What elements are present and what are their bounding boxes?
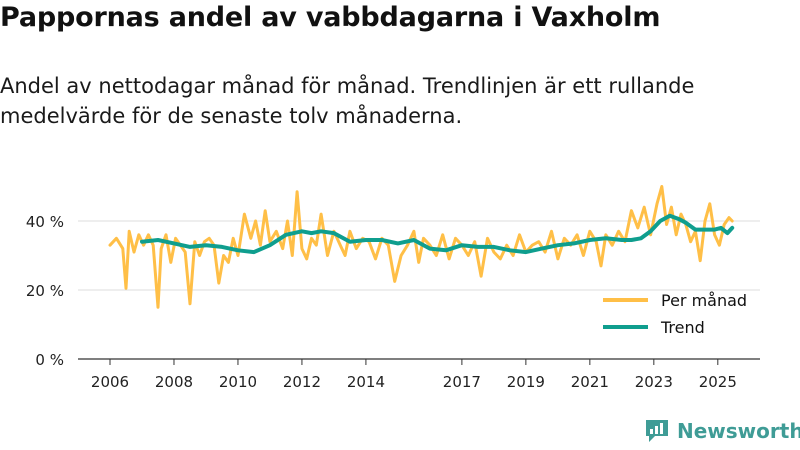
- chart-title: Pappornas andel av vabbdagarna i Vaxholm: [0, 2, 661, 33]
- newsworthy-logo-icon: [646, 420, 668, 442]
- y-tick-label: 40 %: [26, 213, 64, 231]
- x-tick-label: 2025: [699, 373, 737, 391]
- series-line-per-manad: [108, 185, 734, 309]
- chart-subtitle: Andel av nettodagar månad för månad. Tre…: [0, 74, 695, 128]
- x-tick-label: 2006: [91, 373, 129, 391]
- x-tick-label: 2019: [507, 373, 545, 391]
- x-tick-label: 2014: [347, 373, 385, 391]
- legend-label-monthly: Per månad: [661, 291, 747, 310]
- series-line-trend: [140, 213, 735, 255]
- x-tick-label: 2023: [635, 373, 673, 391]
- x-tick-label: 2017: [443, 373, 481, 391]
- x-tick-label: 2012: [283, 373, 321, 391]
- x-tick-label: 2010: [219, 373, 257, 391]
- axis-layer: 0 % 20 % 40 % 2006 2008 2010 2012 2014 2017 2019 2…: [26, 213, 760, 391]
- x-tick-label: 2021: [571, 373, 609, 391]
- x-tick-label: 2008: [155, 373, 193, 391]
- series-layer: [108, 185, 735, 309]
- brand-logo: Newsworthy: [644, 418, 800, 444]
- y-tick-label: 0 %: [35, 351, 64, 369]
- brand-name: Newsworthy: [677, 419, 800, 443]
- legend-label-trend: Trend: [660, 318, 705, 337]
- y-tick-label: 20 %: [26, 282, 64, 300]
- legend: Per månad Trend: [603, 291, 747, 337]
